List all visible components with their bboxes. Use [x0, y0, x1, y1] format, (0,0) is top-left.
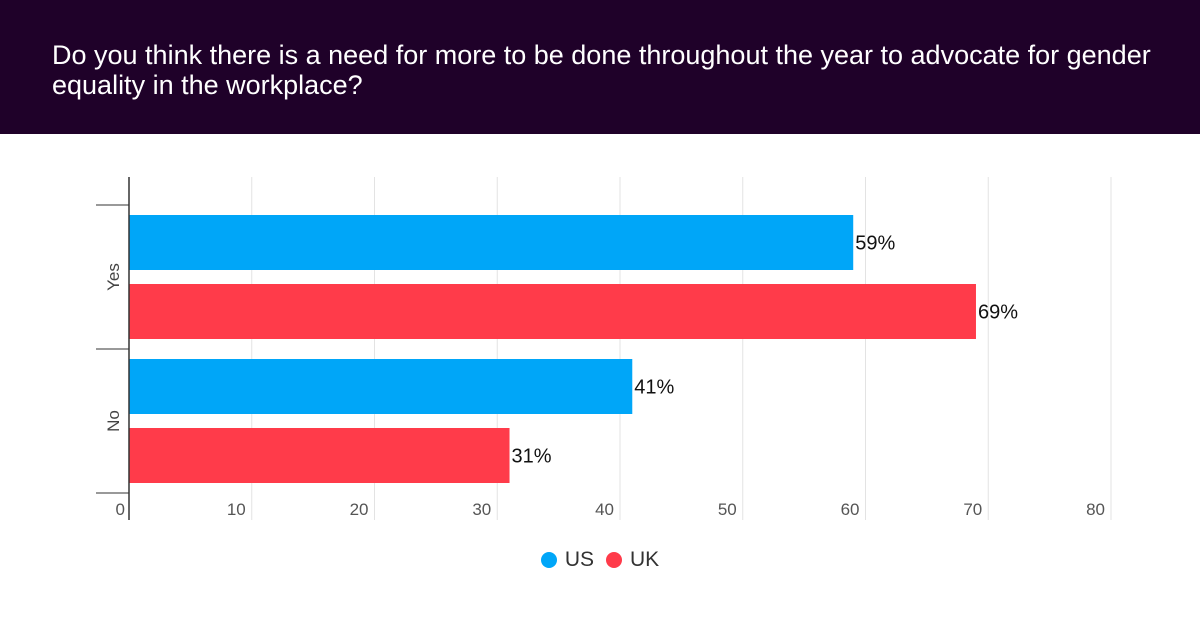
bar-no-uk: [129, 428, 510, 483]
x-tick-label-0: 0: [116, 500, 125, 519]
legend-item-us: US: [540, 548, 594, 572]
x-tick-label-60: 60: [841, 500, 860, 519]
x-tick-label-40: 40: [595, 500, 614, 519]
category-label-no: No: [104, 410, 123, 432]
x-tick-label-70: 70: [963, 500, 982, 519]
data-label-yes-uk: 69%: [978, 302, 1018, 324]
data-label-no-uk: 31%: [512, 446, 552, 468]
legend-item-uk: UK: [606, 548, 659, 572]
x-tick-label-50: 50: [718, 500, 737, 519]
bar-no-us: [129, 359, 633, 414]
legend-label-us: US: [564, 548, 594, 571]
header-banner: Do you think there is a need for more to…: [0, 0, 1200, 134]
x-tick-label-80: 80: [1086, 500, 1105, 519]
legend-label-uk: UK: [630, 548, 660, 571]
bar-yes-uk: [129, 284, 976, 339]
legend: US UK: [0, 548, 1200, 572]
legend-swatch-uk: [606, 552, 622, 568]
x-tick-label-30: 30: [472, 500, 491, 519]
x-tick-label-10: 10: [227, 500, 246, 519]
data-label-no-us: 41%: [634, 377, 674, 399]
chart-title: Do you think there is a need for more to…: [52, 40, 1151, 100]
bar-yes-us: [129, 215, 854, 270]
data-label-yes-us: 59%: [855, 233, 895, 255]
legend-swatch-us: [540, 552, 557, 568]
x-tick-label-20: 20: [350, 500, 369, 519]
category-label-yes: Yes: [104, 263, 123, 291]
